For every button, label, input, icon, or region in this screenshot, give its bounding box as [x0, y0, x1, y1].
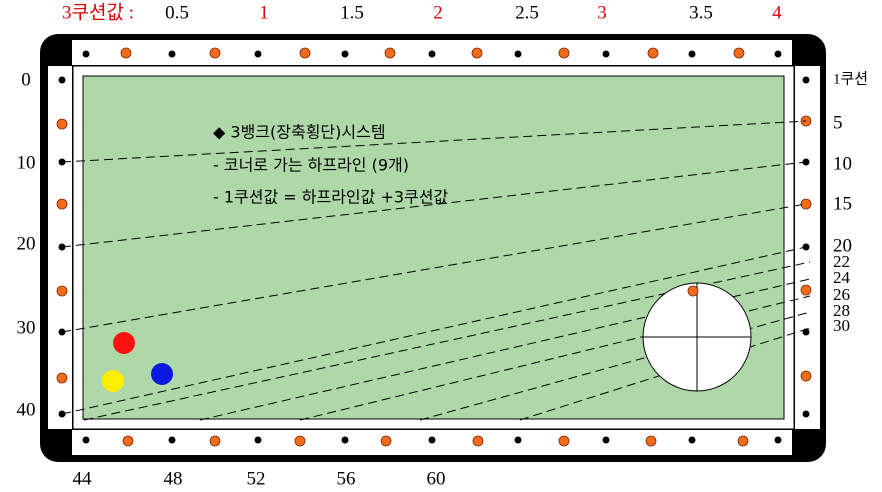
diamond — [58, 76, 66, 84]
top-label: 1.5 — [340, 2, 364, 23]
top-label: 0.5 — [165, 2, 189, 23]
right-label: 1쿠션 — [833, 70, 868, 87]
top-label: 4 — [772, 2, 782, 23]
right-label: 28 — [833, 301, 850, 320]
right-label: 22 — [833, 252, 850, 271]
half-diamond — [299, 47, 311, 59]
half-diamond — [800, 198, 812, 210]
yellow-ball — [102, 370, 124, 392]
left-label: 10 — [17, 152, 36, 173]
half-line — [61, 120, 807, 163]
diamond — [602, 436, 610, 444]
half-diamond — [384, 47, 396, 59]
diamond — [341, 50, 349, 58]
bottom-label: 48 — [164, 468, 183, 489]
diamond — [82, 50, 90, 58]
note: - 1쿠션값 = 하프라인값 +3쿠션값 — [213, 188, 448, 207]
half-diamond — [558, 435, 570, 447]
diamond — [514, 436, 522, 444]
right-label: 5 — [833, 112, 843, 133]
half-diamond — [733, 47, 745, 59]
half-diamond — [122, 435, 134, 447]
diamond — [602, 50, 610, 58]
diamond — [82, 436, 90, 444]
red-ball — [113, 332, 135, 354]
diamonds — [56, 47, 812, 447]
right-label: 26 — [833, 285, 850, 304]
diamond — [802, 76, 810, 84]
half-diamond — [558, 47, 570, 59]
right-label: 15 — [833, 193, 852, 214]
half-line — [61, 246, 807, 415]
bottom-label: 60 — [427, 468, 446, 489]
diamond — [688, 50, 696, 58]
diamond — [688, 436, 696, 444]
diamond — [802, 410, 810, 418]
top-label: 3쿠션값 : — [62, 1, 134, 23]
right-label: 20 — [833, 235, 852, 256]
half-diamond — [380, 435, 392, 447]
blue-ball — [151, 363, 173, 385]
half-diamond — [56, 198, 68, 210]
top-label: 3 — [597, 2, 607, 23]
half-line — [61, 161, 807, 248]
half-diamond — [645, 435, 657, 447]
half-diamond — [120, 47, 132, 59]
left-label: 0 — [21, 69, 31, 90]
half-diamond — [472, 435, 484, 447]
diamond — [428, 436, 436, 444]
top-label: 2 — [433, 2, 443, 23]
half-diamond — [209, 435, 221, 447]
half-diamond — [56, 372, 68, 384]
half-diamond — [209, 47, 221, 59]
left-label: 30 — [17, 317, 36, 338]
right-label: 10 — [833, 153, 852, 174]
half-diamond — [800, 284, 812, 296]
top-label: 3.5 — [689, 2, 713, 23]
diamond — [254, 436, 262, 444]
contact-point — [687, 285, 699, 297]
half-line — [519, 327, 811, 421]
diamond — [168, 50, 176, 58]
half-diamond — [294, 435, 306, 447]
bottom-label: 56 — [337, 468, 356, 489]
diamond — [341, 436, 349, 444]
half-diamond — [737, 435, 749, 447]
bottom-label: 52 — [247, 468, 266, 489]
half-diamond — [800, 370, 812, 382]
left-label: 20 — [17, 233, 36, 254]
note: - 코너로 가는 하프라인 (9개) — [213, 156, 409, 175]
diamond — [514, 50, 522, 58]
diamond — [428, 50, 436, 58]
diamond — [774, 50, 782, 58]
half-diamond — [647, 47, 659, 59]
half-diamond — [471, 47, 483, 59]
diamond — [254, 50, 262, 58]
note: ◆ 3뱅크(장축횡단)시스템 — [213, 123, 386, 142]
half-diamond — [56, 285, 68, 297]
half-diamond — [56, 118, 68, 130]
right-label: 24 — [833, 268, 851, 287]
right-label: 30 — [833, 316, 850, 335]
bottom-label: 44 — [73, 468, 93, 489]
top-label: 1 — [259, 2, 269, 23]
labels: 3쿠션값 :0.5 1 1.5 2 2.5 3 3.5 40102030401쿠션510152… — [17, 1, 869, 489]
top-label: 2.5 — [515, 2, 539, 23]
left-label: 40 — [17, 399, 36, 420]
diamond — [168, 436, 176, 444]
diamond — [774, 436, 782, 444]
